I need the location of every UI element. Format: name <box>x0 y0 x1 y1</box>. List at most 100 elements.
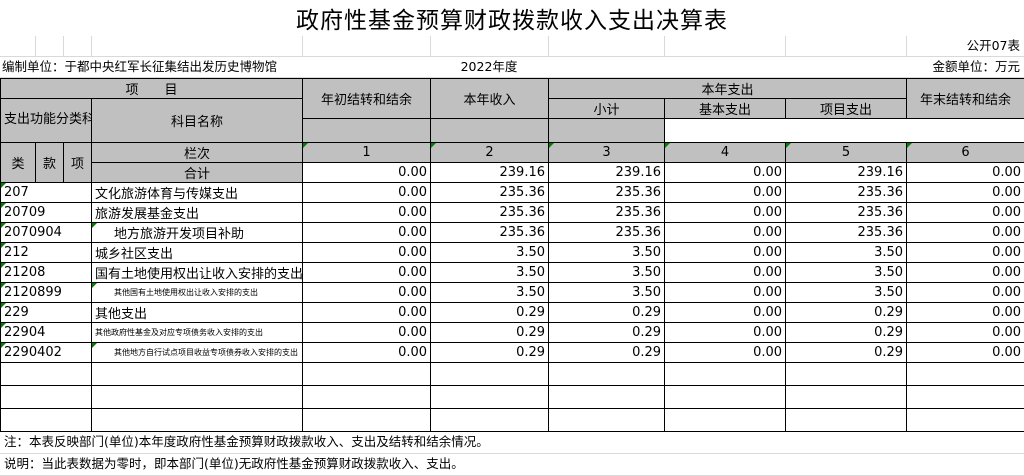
row-end-carryover: 0.00 <box>906 282 1024 303</box>
column-number-1: 1 <box>302 142 432 163</box>
row-subject-name: 其他国有土地使用权出让收入安排的支出 <box>90 282 304 303</box>
row-subtotal: 3.50 <box>548 242 666 263</box>
header-row-column-index: 类 款 项 栏次 1 2 3 4 5 6 <box>0 142 1024 183</box>
meta-line-form-code: 公开07表 <box>0 36 1024 57</box>
row-function-code: 229 <box>0 302 92 323</box>
header-spacer-basic <box>430 118 550 143</box>
row-year-income: 235.36 <box>430 202 550 223</box>
row-year-income: 0.29 <box>430 302 550 323</box>
row-begin-carryover: 0.00 <box>302 322 432 343</box>
row-end-carryover <box>906 385 1024 409</box>
header-spacer-project <box>548 118 666 143</box>
table-row: 2070904 地方旅游开发项目补助 0.00 235.36 235.36 0.00 235… <box>0 222 1024 243</box>
row-project-expenditure: 3.50 <box>785 262 908 283</box>
row-function-code: 207 <box>0 182 92 203</box>
row-subtotal: 235.36 <box>548 202 666 223</box>
row-function-code: 212 <box>0 242 92 263</box>
row-subject-name <box>90 385 304 409</box>
note-line-1: 注：本表反映部门(单位)本年度政府性基金预算财政拨款收入、支出及结转和结余情况。 <box>0 432 1024 454</box>
row-function-code <box>0 408 92 432</box>
note-line-2: 说明：当此表数据为零时，即本部门(单位)无政府性基金预算财政拨款收入、支出。 <box>0 454 1024 476</box>
table-row <box>0 408 1024 432</box>
row-function-code <box>0 362 92 386</box>
row-subject-name: 其他地方自行试点项目收益专项债券收入安排的支出 <box>90 342 304 363</box>
header-function-code-group: 支出功能分类科目编码 <box>0 98 92 143</box>
header-class: 类 <box>0 142 36 183</box>
row-subject-name: 文化旅游体育与传媒支出 <box>90 182 304 203</box>
row-subtotal <box>548 385 666 409</box>
row-project-expenditure: 235.36 <box>785 202 908 223</box>
amount-unit-label: 金额单位：万元 <box>932 59 1020 75</box>
row-subject-name: 城乡社区支出 <box>90 242 304 263</box>
column-number-3: 3 <box>548 142 666 163</box>
row-year-income <box>430 362 550 386</box>
header-year-income: 本年收入 <box>430 78 550 119</box>
row-subject-name: 旅游发展基金支出 <box>90 202 304 223</box>
row-function-code: 2290402 <box>0 342 92 363</box>
title-bar: 政府性基金预算财政拨款收入支出决算表 <box>0 0 1024 36</box>
table-row: 2120899 其他国有土地使用权出让收入安排的支出 0.00 3.50 3.50 0.0… <box>0 282 1024 303</box>
header-row-groups: 项 目 年初结转和结余 本年收入 本年支出 年末结转和结余 <box>0 78 1024 119</box>
row-year-income: 0.29 <box>430 322 550 343</box>
table-row: 207 文化旅游体育与传媒支出 0.00 235.36 235.36 0.00 235.36… <box>0 182 1024 203</box>
column-number-2: 2 <box>430 142 550 163</box>
row-year-income: 0.29 <box>430 342 550 363</box>
row-project-expenditure: 235.36 <box>785 222 908 243</box>
header-subject-name: 科目名称 <box>90 98 304 143</box>
row-basic-expenditure: 0.00 <box>664 282 787 303</box>
header-basic-expenditure: 基本支出 <box>664 98 787 119</box>
total-begin-carryover: 0.00 <box>302 162 432 183</box>
row-year-income: 3.50 <box>430 282 550 303</box>
row-project-expenditure: 3.50 <box>785 282 908 303</box>
row-subject-name <box>90 362 304 386</box>
header-end-carryover: 年末结转和结余 <box>906 78 1024 119</box>
row-end-carryover: 0.00 <box>906 342 1024 363</box>
total-subtotal: 239.16 <box>548 162 666 183</box>
row-basic-expenditure: 0.00 <box>664 202 787 223</box>
row-begin-carryover: 0.00 <box>302 342 432 363</box>
meta-line-org: 编制单位：于都中央红军长征集结出发历史博物馆 2022年度 金额单位：万元 <box>0 57 1024 78</box>
row-begin-carryover: 0.00 <box>302 242 432 263</box>
row-basic-expenditure <box>664 408 787 432</box>
row-end-carryover <box>906 362 1024 386</box>
row-basic-expenditure: 0.00 <box>664 302 787 323</box>
row-function-code: 2070904 <box>0 222 92 243</box>
row-project-expenditure <box>785 408 908 432</box>
row-end-carryover: 0.00 <box>906 262 1024 283</box>
header-spacer-subtotal <box>302 118 432 143</box>
header-year-expenditure-group: 本年支出 <box>548 78 908 99</box>
row-project-expenditure: 3.50 <box>785 242 908 263</box>
row-basic-expenditure <box>664 362 787 386</box>
form-code-label: 公开07表 <box>966 38 1020 54</box>
table-row: 229 其他支出 0.00 0.29 0.29 0.00 0.29 0.00 <box>0 302 1024 323</box>
row-basic-expenditure: 0.00 <box>664 322 787 343</box>
row-begin-carryover: 0.00 <box>302 182 432 203</box>
row-end-carryover: 0.00 <box>906 222 1024 243</box>
row-function-code: 20709 <box>0 202 92 223</box>
row-subtotal: 235.36 <box>548 182 666 203</box>
row-project-expenditure: 0.29 <box>785 322 908 343</box>
row-year-income: 3.50 <box>430 262 550 283</box>
row-subtotal: 235.36 <box>548 222 666 243</box>
row-subject-name: 地方旅游开发项目补助 <box>90 222 304 243</box>
row-subject-name: 其他政府性基金及对应专项债务收入安排的支出 <box>90 322 304 343</box>
row-subtotal: 0.29 <box>548 322 666 343</box>
header-section: 款 <box>35 142 64 183</box>
header-begin-carryover: 年初结转和结余 <box>302 78 432 119</box>
row-begin-carryover: 0.00 <box>302 282 432 303</box>
row-begin-carryover <box>302 385 432 409</box>
table-row: 2290402 其他地方自行试点项目收益专项债券收入安排的支出 0.00 0.29 0.… <box>0 342 1024 363</box>
row-end-carryover: 0.00 <box>906 302 1024 323</box>
budget-table: 项 目 年初结转和结余 本年收入 本年支出 年末结转和结余 支出功能分类科目编码… <box>0 78 1024 432</box>
header-project-expenditure: 项目支出 <box>785 98 908 119</box>
total-end-carryover: 0.00 <box>906 162 1024 183</box>
row-begin-carryover: 0.00 <box>302 262 432 283</box>
row-basic-expenditure: 0.00 <box>664 242 787 263</box>
table-row-total: 合计 0.00 239.16 239.16 0.00 239.16 0.00 <box>1 162 1024 183</box>
table-header: 项 目 年初结转和结余 本年收入 本年支出 年末结转和结余 支出功能分类科目编码… <box>0 78 1024 183</box>
row-subject-name: 其他支出 <box>90 302 304 323</box>
footer-notes: 注：本表反映部门(单位)本年度政府性基金预算财政拨款收入、支出及结转和结余情况。… <box>0 432 1024 476</box>
row-year-income: 235.36 <box>430 222 550 243</box>
column-number-6: 6 <box>906 142 1024 163</box>
row-function-code: 21208 <box>0 262 92 283</box>
